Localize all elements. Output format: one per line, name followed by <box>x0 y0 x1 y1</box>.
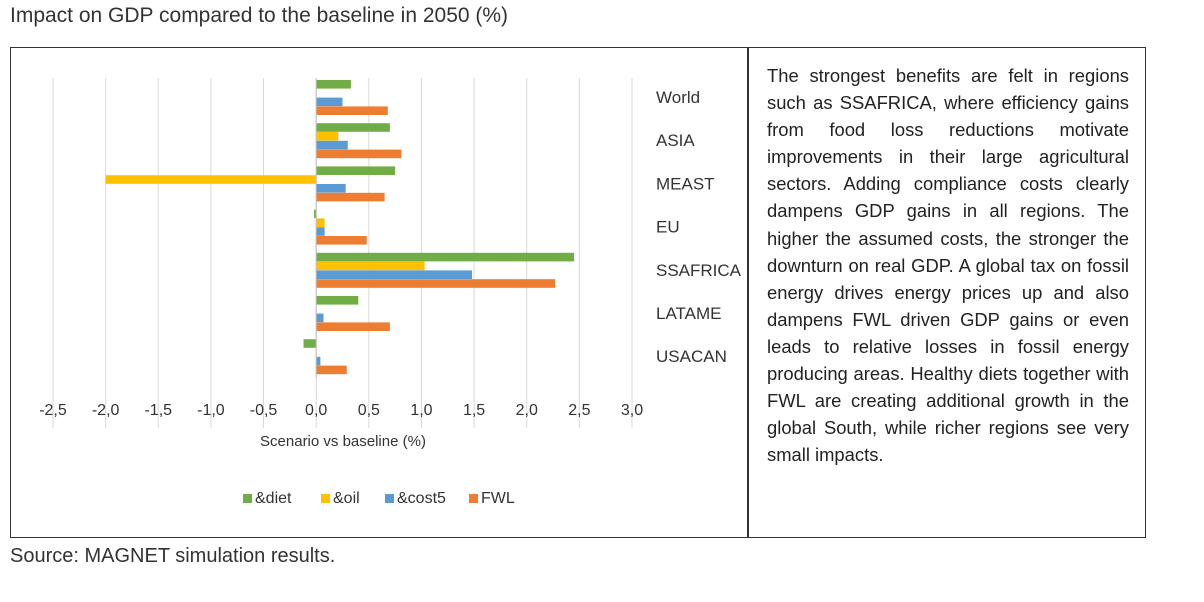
bar-meast-0 <box>316 166 396 175</box>
legend-swatch <box>321 494 330 503</box>
bar-meast-3 <box>316 192 385 202</box>
category-label: ASIA <box>656 131 695 150</box>
x-tick-label: -2,5 <box>39 402 67 419</box>
x-tick-label: 0,5 <box>358 402 380 419</box>
bar-asia-0 <box>316 123 390 132</box>
legend-label: FWL <box>481 490 515 507</box>
bar-eu-2 <box>316 227 325 236</box>
category-labels: World ASIA MEAST EU SSAFRICA LATAME USACAN <box>656 88 742 366</box>
bar-world-3 <box>316 106 388 115</box>
bar-eu-1 <box>316 218 325 227</box>
chart-title: Impact on GDP compared to the baseline i… <box>10 4 509 27</box>
legend-label: &diet <box>255 490 292 507</box>
bar-usacan-0 <box>303 339 317 348</box>
x-tick-label: 1,5 <box>463 402 485 419</box>
bar-world-2 <box>316 97 343 107</box>
category-label: MEAST <box>656 174 715 193</box>
description-panel: The strongest benefits are felt in regio… <box>748 47 1146 538</box>
bar-ssafrica-2 <box>316 270 472 279</box>
x-tick-label: 2,0 <box>516 402 538 419</box>
bar-usacan-3 <box>316 365 347 375</box>
x-tick-labels: -2,5 -2,0 -1,5 -1,0 -0,5 0,0 0,5 1,0 1,5 2,0 2,5 3,… <box>39 402 643 419</box>
legend-swatch <box>469 494 478 503</box>
bar-latame-2 <box>316 313 324 323</box>
x-tick-label: -1,5 <box>144 402 172 419</box>
x-tick-label: -2,0 <box>92 402 120 419</box>
x-axis-title: Scenario vs baseline (%) <box>260 433 426 450</box>
bar-ssafrica-3 <box>316 279 556 288</box>
bar-asia-1 <box>316 132 339 141</box>
category-label: LATAME <box>656 304 722 323</box>
x-tick-label: 2,5 <box>568 402 590 419</box>
bar-eu-0 <box>314 209 317 219</box>
category-label: SSAFRICA <box>656 261 742 280</box>
category-label: EU <box>656 218 680 237</box>
bar-usacan-2 <box>316 356 321 366</box>
description-text: The strongest benefits are felt in regio… <box>767 65 1129 466</box>
bar-ssafrica-0 <box>316 252 575 262</box>
x-tick-label: 1,0 <box>410 402 432 419</box>
bar-asia-3 <box>316 149 402 159</box>
chart-panel: World ASIA MEAST EU SSAFRICA LATAME USACAN -2,… <box>10 47 748 538</box>
bar-ssafrica-1 <box>316 261 425 271</box>
x-tick-label: -0,5 <box>250 402 278 419</box>
bar-eu-3 <box>316 236 367 245</box>
bar-latame-3 <box>316 322 390 331</box>
legend-swatch <box>385 494 394 503</box>
bars <box>105 80 575 375</box>
x-tick-label: 3,0 <box>621 402 643 419</box>
legend-swatch <box>243 494 252 503</box>
x-tick-label: -1,0 <box>197 402 225 419</box>
x-tick-label: 0,0 <box>305 402 327 419</box>
legend-label: &oil <box>333 490 360 507</box>
bar-latame-0 <box>316 296 359 305</box>
bar-chart: World ASIA MEAST EU SSAFRICA LATAME USACAN -2,… <box>39 78 742 507</box>
category-label: USACAN <box>656 347 727 366</box>
bar-asia-2 <box>316 140 348 150</box>
bar-meast-1 <box>105 175 317 184</box>
source-note: Source: MAGNET simulation results. <box>10 545 336 567</box>
bar-meast-2 <box>316 184 346 193</box>
legend: &diet &oil &cost5 FWL <box>243 490 515 507</box>
category-label: World <box>656 88 700 107</box>
bar-world-0 <box>316 80 351 89</box>
legend-label: &cost5 <box>397 490 446 507</box>
